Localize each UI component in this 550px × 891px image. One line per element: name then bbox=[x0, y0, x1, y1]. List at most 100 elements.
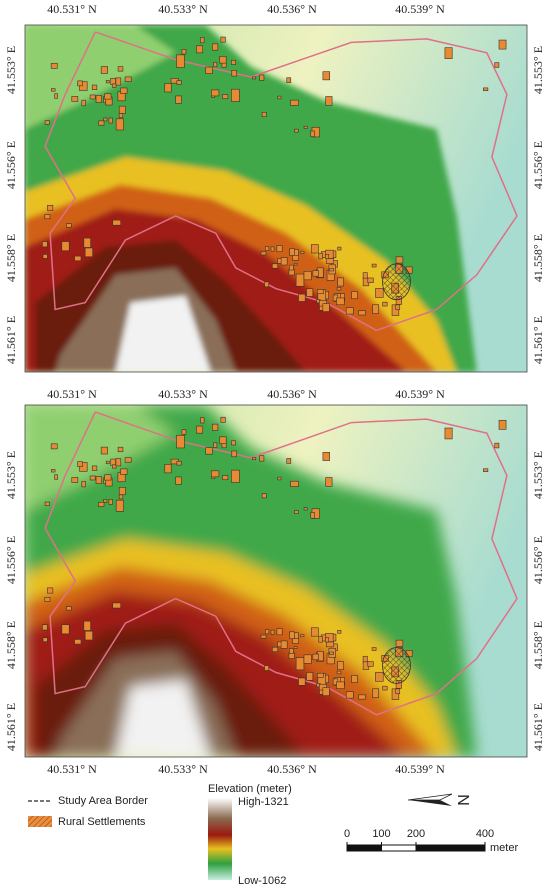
settlement bbox=[265, 246, 270, 251]
settlement bbox=[367, 277, 374, 283]
settlement bbox=[272, 263, 279, 269]
longitude-label: 40.536° N bbox=[267, 2, 317, 16]
settlement bbox=[329, 268, 334, 272]
scale-segment bbox=[346, 844, 382, 852]
settlement bbox=[117, 66, 124, 72]
settlement bbox=[50, 443, 58, 450]
settlement bbox=[310, 627, 319, 637]
latitude-label: 41.561° E bbox=[4, 703, 18, 751]
settlement bbox=[395, 304, 401, 310]
latitude-label: 41.556° E bbox=[4, 141, 18, 189]
scale-label: 0 bbox=[344, 828, 350, 840]
settlement bbox=[42, 624, 48, 631]
settlement bbox=[100, 446, 108, 455]
latitude-label: 41.556° E bbox=[531, 536, 545, 584]
settlement bbox=[395, 256, 404, 264]
longitude-label: 40.539° N bbox=[395, 2, 445, 16]
settlement bbox=[298, 677, 306, 686]
settlement bbox=[260, 634, 267, 639]
settlement bbox=[306, 288, 314, 297]
settlement bbox=[74, 255, 82, 262]
latitude-label: 41.558° E bbox=[4, 234, 18, 282]
settlement bbox=[120, 87, 128, 94]
settlement bbox=[66, 606, 72, 611]
latitude-label: 41.558° E bbox=[531, 234, 545, 282]
settlement bbox=[181, 429, 187, 435]
settlement bbox=[276, 628, 283, 636]
longitude-label: 40.533° N bbox=[158, 762, 208, 776]
settlement bbox=[124, 457, 132, 463]
settlement bbox=[42, 241, 48, 248]
settlement bbox=[100, 66, 108, 74]
settlement bbox=[293, 262, 298, 266]
settlement bbox=[289, 248, 295, 256]
settlement bbox=[115, 118, 124, 131]
settlement bbox=[200, 417, 205, 424]
settlement bbox=[81, 99, 86, 107]
longitude-label: 40.536° N bbox=[267, 762, 317, 776]
settlement bbox=[104, 93, 112, 100]
settlement bbox=[176, 435, 185, 449]
settlement bbox=[322, 687, 330, 696]
settlement bbox=[42, 637, 48, 643]
settlement bbox=[351, 291, 358, 300]
settlement bbox=[322, 303, 330, 312]
settlement bbox=[84, 630, 93, 641]
settlement bbox=[118, 113, 124, 118]
elevation-title: Elevation (meter) bbox=[208, 783, 292, 795]
settlement bbox=[303, 654, 312, 664]
settlement bbox=[89, 475, 96, 481]
settlement bbox=[117, 446, 124, 453]
settlement bbox=[77, 80, 83, 87]
latitude-label: 41.561° E bbox=[531, 316, 545, 364]
settlement bbox=[317, 289, 324, 294]
settlement bbox=[252, 76, 257, 80]
settlement bbox=[83, 620, 91, 631]
settlement bbox=[382, 301, 388, 307]
settlement bbox=[372, 304, 380, 314]
settlement bbox=[105, 460, 110, 465]
settlement bbox=[310, 244, 319, 254]
settlement bbox=[310, 130, 315, 138]
settlement bbox=[345, 691, 354, 699]
settlement bbox=[260, 251, 267, 256]
settlement bbox=[351, 675, 358, 683]
settlement bbox=[483, 468, 489, 472]
map-panel-bottom: 40.531° N 40.533° N 40.536° N 40.539° N 40.5… bbox=[4, 387, 545, 776]
settlement bbox=[292, 638, 299, 644]
settlement bbox=[336, 287, 342, 291]
settlement bbox=[219, 56, 227, 64]
terrain bbox=[25, 405, 527, 757]
settlement bbox=[104, 474, 112, 481]
settlement bbox=[337, 277, 344, 287]
settlement bbox=[292, 255, 299, 261]
settlement bbox=[375, 671, 384, 682]
settlement bbox=[336, 670, 342, 675]
settlement bbox=[231, 88, 240, 102]
settlement bbox=[372, 688, 380, 698]
settlement bbox=[181, 49, 187, 55]
elevation-zone bbox=[115, 679, 211, 757]
settlement bbox=[303, 125, 308, 129]
settlement bbox=[196, 425, 204, 434]
settlement bbox=[345, 307, 354, 315]
settlement bbox=[66, 223, 72, 228]
settlement bbox=[81, 480, 86, 488]
settlement bbox=[276, 245, 283, 252]
settlement bbox=[110, 458, 116, 466]
settlement bbox=[211, 470, 220, 478]
legend-label: Rural Settlements bbox=[58, 816, 146, 828]
settlement bbox=[212, 43, 219, 51]
settlement bbox=[337, 246, 342, 251]
settlement bbox=[213, 442, 218, 448]
settlement bbox=[337, 630, 342, 634]
settlement bbox=[231, 469, 240, 483]
settlement bbox=[44, 120, 50, 125]
settlement bbox=[108, 499, 113, 505]
settlement bbox=[231, 70, 237, 77]
arrow-shape bbox=[407, 793, 453, 801]
settlement bbox=[51, 469, 56, 473]
settlement bbox=[303, 507, 308, 511]
longitude-label: 40.533° N bbox=[158, 387, 208, 401]
